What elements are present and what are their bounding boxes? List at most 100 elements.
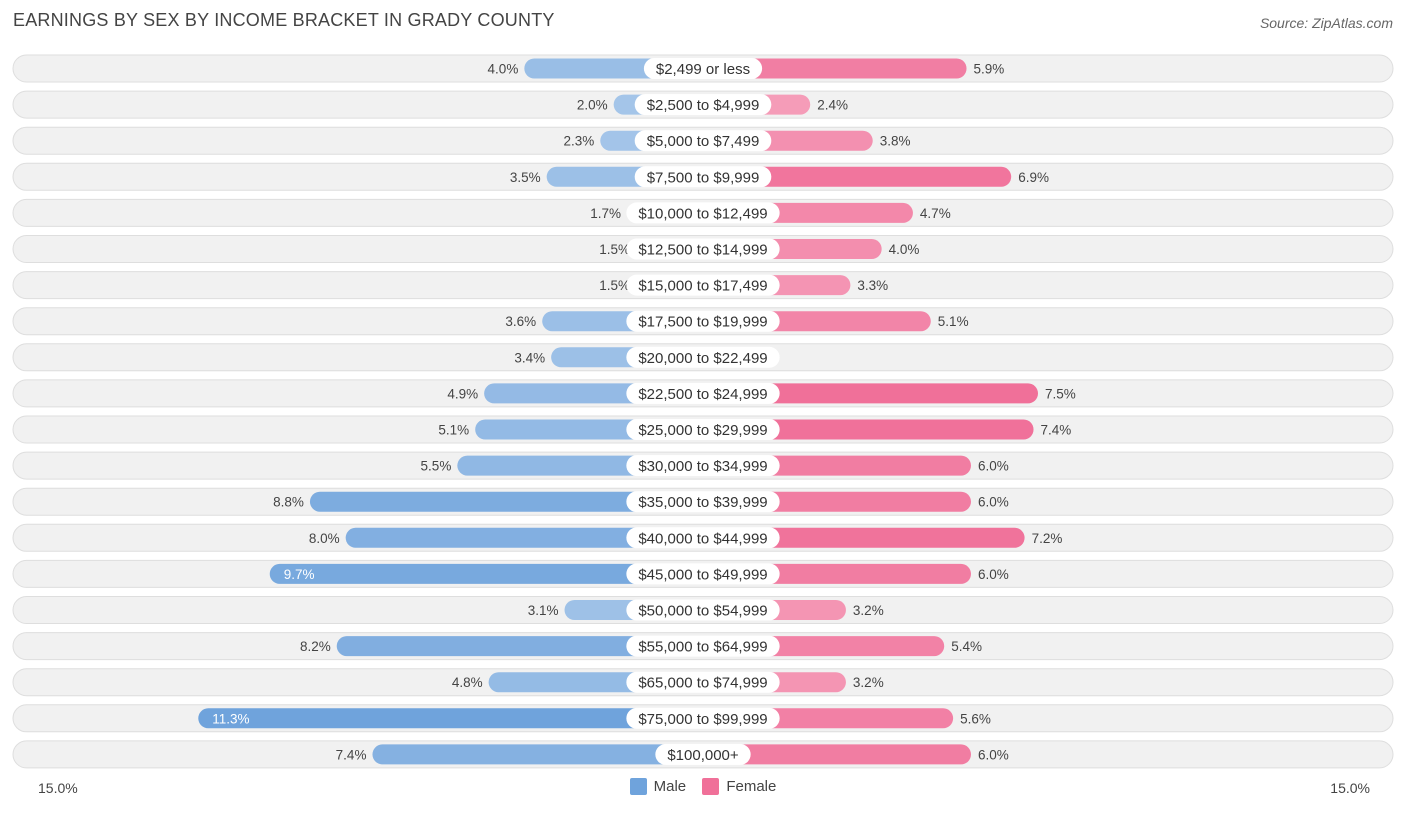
category-pill xyxy=(626,382,780,404)
legend-item-male[interactable]: Male xyxy=(629,778,687,795)
category-pill xyxy=(626,599,780,621)
value-label-male: 5.1% xyxy=(438,423,469,438)
value-label-female: 7.2% xyxy=(1032,531,1063,546)
category-pill xyxy=(655,743,751,765)
value-label-female: 5.4% xyxy=(951,639,982,654)
bar-female[interactable] xyxy=(703,527,1025,548)
bar-male[interactable] xyxy=(372,744,703,765)
legend-label-male: Male xyxy=(653,778,687,795)
category-label: $5,000 to $7,499 xyxy=(647,133,760,150)
chart-title: EARNINGS BY SEX BY INCOME BRACKET IN GRA… xyxy=(13,10,555,30)
category-pill xyxy=(626,671,780,693)
value-label-female: 7.5% xyxy=(1045,386,1076,401)
category-pill xyxy=(626,455,780,477)
category-pill xyxy=(626,527,780,549)
value-label-male: 4.8% xyxy=(452,675,483,690)
category-pill xyxy=(634,130,772,152)
value-label-male: 5.5% xyxy=(421,459,452,474)
category-pill xyxy=(626,346,780,368)
value-label-female: 5.9% xyxy=(974,62,1005,77)
category-label: $20,000 to $22,499 xyxy=(638,350,767,367)
value-label-male: 3.4% xyxy=(514,350,545,365)
value-label-male: 3.6% xyxy=(505,314,536,329)
value-label-female: 6.0% xyxy=(978,747,1009,762)
bar-female[interactable] xyxy=(703,419,1034,440)
category-pill xyxy=(634,166,772,188)
axis-right-label: 15.0% xyxy=(1330,780,1370,796)
category-label: $25,000 to $29,999 xyxy=(638,422,767,439)
category-pill xyxy=(626,563,780,585)
bar-male[interactable] xyxy=(309,491,703,512)
category-pill xyxy=(626,202,780,224)
value-label-female: 7.4% xyxy=(1041,423,1072,438)
legend-swatch-female xyxy=(702,778,720,795)
value-label-female: 3.3% xyxy=(857,278,888,293)
value-label-female: 5.1% xyxy=(938,314,969,329)
value-label-male: 11.3% xyxy=(212,711,249,726)
bar-female[interactable] xyxy=(703,166,1012,187)
bar-female[interactable] xyxy=(703,383,1038,404)
value-label-male: 8.8% xyxy=(273,495,304,510)
category-label: $7,500 to $9,999 xyxy=(647,169,760,186)
category-label: $30,000 to $34,999 xyxy=(638,458,767,475)
axis-left-label: 15.0% xyxy=(38,780,78,796)
category-label: $12,500 to $14,999 xyxy=(638,242,767,259)
value-label-female: 6.0% xyxy=(978,567,1009,582)
bar-male[interactable] xyxy=(269,563,703,584)
value-label-male: 2.0% xyxy=(577,98,608,113)
bar-male[interactable] xyxy=(345,527,703,548)
value-label-female: 4.0% xyxy=(889,242,920,257)
category-label: $65,000 to $74,999 xyxy=(638,675,767,692)
value-label-male: 4.0% xyxy=(488,62,519,77)
category-pill xyxy=(634,94,772,116)
value-label-male: 9.7% xyxy=(284,567,315,582)
category-pill xyxy=(626,707,780,729)
value-label-female: 3.2% xyxy=(853,675,884,690)
bar-male[interactable] xyxy=(336,636,703,657)
category-pill xyxy=(626,491,780,513)
bar-female[interactable] xyxy=(703,744,971,765)
category-label: $22,500 to $24,999 xyxy=(638,386,767,403)
category-label: $35,000 to $39,999 xyxy=(638,494,767,511)
category-pill xyxy=(626,310,780,332)
legend-item-female[interactable]: Female xyxy=(702,778,776,795)
category-pill xyxy=(643,58,763,79)
category-label: $10,000 to $12,499 xyxy=(638,205,767,222)
value-label-female: 2.4% xyxy=(817,98,848,113)
value-label-male: 2.3% xyxy=(563,134,594,149)
category-label: $75,000 to $99,999 xyxy=(638,711,767,728)
legend-label-female: Female xyxy=(726,778,777,795)
value-label-male: 1.7% xyxy=(590,206,621,221)
category-pill xyxy=(626,274,780,296)
category-pill xyxy=(626,238,780,260)
category-label: $55,000 to $64,999 xyxy=(638,639,767,656)
category-label: $100,000+ xyxy=(667,747,739,764)
category-label: $17,500 to $19,999 xyxy=(638,314,767,331)
value-label-male: 8.2% xyxy=(300,639,331,654)
category-pill xyxy=(626,635,780,657)
value-label-male: 7.4% xyxy=(336,747,367,762)
value-label-female: 6.9% xyxy=(1018,170,1049,185)
value-label-female: 4.7% xyxy=(920,206,951,221)
legend: Male Female xyxy=(0,778,1406,799)
category-label: $40,000 to $44,999 xyxy=(638,530,767,547)
value-label-male: 1.5% xyxy=(599,242,630,257)
category-label: $2,499 or less xyxy=(656,61,750,78)
category-pill xyxy=(626,419,780,440)
value-label-female: 3.8% xyxy=(880,134,911,149)
value-label-female: 6.0% xyxy=(978,495,1009,510)
value-label-male: 3.5% xyxy=(510,170,541,185)
value-label-male: 4.9% xyxy=(447,386,478,401)
category-label: $2,500 to $4,999 xyxy=(647,97,760,114)
value-label-female: 6.0% xyxy=(978,459,1009,474)
legend-swatch-male xyxy=(629,778,647,795)
category-label: $50,000 to $54,999 xyxy=(638,603,767,620)
source-credit: Source: ZipAtlas.com xyxy=(1259,15,1393,31)
value-label-male: 1.5% xyxy=(599,278,630,293)
bar-male[interactable] xyxy=(198,708,703,729)
category-label: $15,000 to $17,499 xyxy=(638,278,767,295)
bar-female[interactable] xyxy=(703,58,967,79)
chart-area: 4.0% 5.9% $2,499 or less 2.0% 2.4% $2,500 to … xyxy=(12,54,1394,769)
value-label-female: 3.2% xyxy=(853,603,884,618)
value-label-male: 3.1% xyxy=(528,603,559,618)
